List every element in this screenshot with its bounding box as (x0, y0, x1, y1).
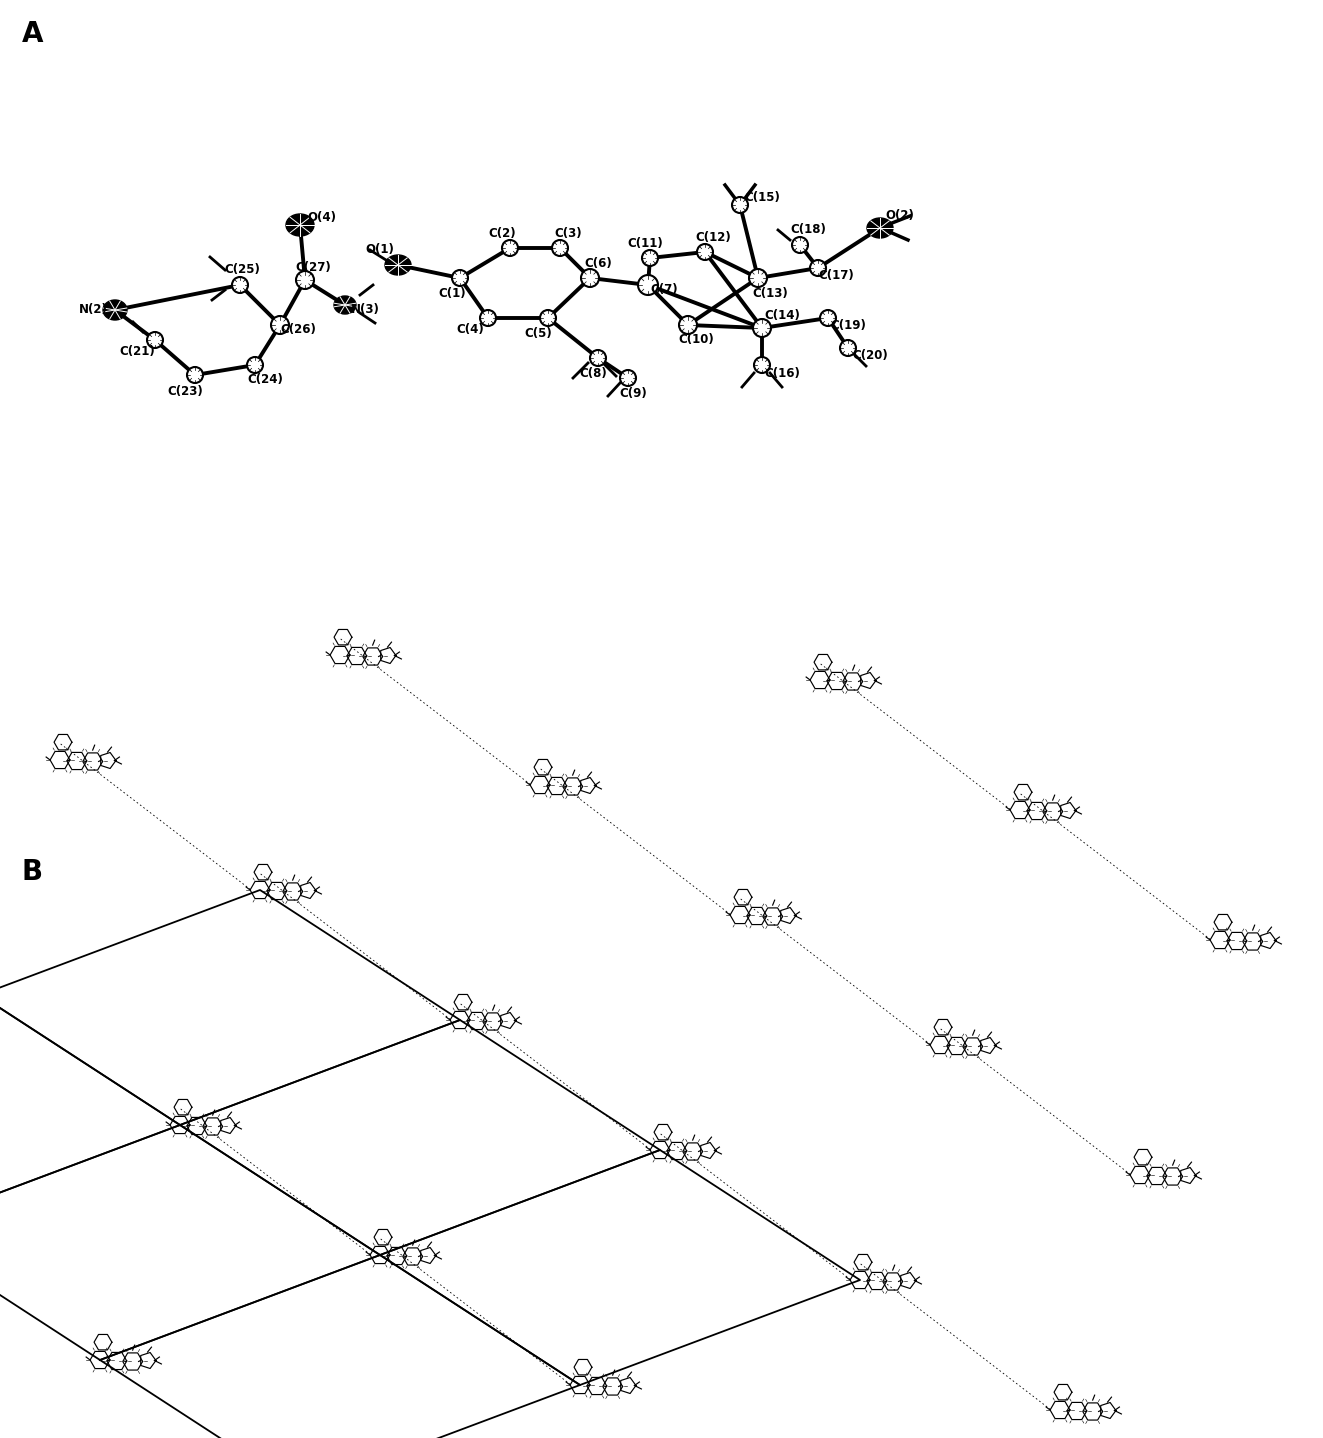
Circle shape (271, 316, 288, 334)
Circle shape (480, 311, 496, 326)
Circle shape (679, 316, 697, 334)
Text: C(2): C(2) (488, 227, 516, 240)
Circle shape (232, 278, 247, 293)
Ellipse shape (286, 214, 314, 236)
Text: C(7): C(7) (650, 283, 677, 296)
Circle shape (792, 237, 808, 253)
Circle shape (697, 244, 713, 260)
Text: A: A (22, 20, 44, 47)
Text: C(25): C(25) (224, 263, 259, 276)
Circle shape (753, 319, 771, 336)
Text: O(2): O(2) (885, 210, 914, 223)
Text: C(21): C(21) (119, 345, 155, 358)
Circle shape (581, 269, 599, 288)
Text: C(14): C(14) (765, 309, 800, 322)
Circle shape (754, 357, 770, 372)
Circle shape (452, 270, 468, 286)
Text: C(1): C(1) (438, 288, 466, 301)
Circle shape (590, 349, 606, 367)
Circle shape (820, 311, 836, 326)
Circle shape (187, 367, 202, 383)
Text: C(16): C(16) (765, 367, 800, 380)
Circle shape (840, 339, 856, 357)
Circle shape (620, 370, 636, 385)
Text: C(17): C(17) (818, 269, 853, 282)
Ellipse shape (867, 219, 893, 239)
Text: N(2): N(2) (78, 303, 107, 316)
Text: C(12): C(12) (695, 232, 730, 244)
Circle shape (552, 240, 568, 256)
Text: C(24): C(24) (247, 372, 283, 385)
Text: N(3): N(3) (351, 303, 380, 316)
Circle shape (642, 250, 658, 266)
Text: C(4): C(4) (456, 324, 484, 336)
Text: C(10): C(10) (679, 332, 714, 345)
Circle shape (296, 270, 314, 289)
Circle shape (247, 357, 263, 372)
Text: C(11): C(11) (627, 236, 663, 250)
Text: C(9): C(9) (619, 387, 647, 401)
Ellipse shape (103, 301, 127, 321)
Text: C(6): C(6) (585, 257, 611, 270)
Text: C(3): C(3) (554, 227, 582, 240)
Text: C(19): C(19) (830, 319, 867, 332)
Text: C(15): C(15) (744, 190, 781, 204)
Text: O(1): O(1) (365, 243, 394, 256)
Circle shape (147, 332, 163, 348)
Text: O(4): O(4) (307, 210, 336, 223)
Text: C(20): C(20) (852, 349, 888, 362)
Text: B: B (22, 858, 44, 886)
Text: C(13): C(13) (751, 286, 789, 299)
Circle shape (810, 260, 826, 276)
Circle shape (749, 269, 767, 288)
Circle shape (732, 197, 747, 213)
Circle shape (501, 240, 519, 256)
Text: C(23): C(23) (167, 384, 202, 397)
Text: C(26): C(26) (280, 324, 316, 336)
Ellipse shape (385, 255, 411, 275)
Text: C(18): C(18) (790, 223, 826, 236)
Text: C(8): C(8) (579, 368, 607, 381)
Ellipse shape (333, 296, 356, 313)
Text: C(27): C(27) (295, 260, 331, 273)
Circle shape (540, 311, 556, 326)
Circle shape (638, 275, 658, 295)
Text: C(5): C(5) (524, 328, 552, 341)
